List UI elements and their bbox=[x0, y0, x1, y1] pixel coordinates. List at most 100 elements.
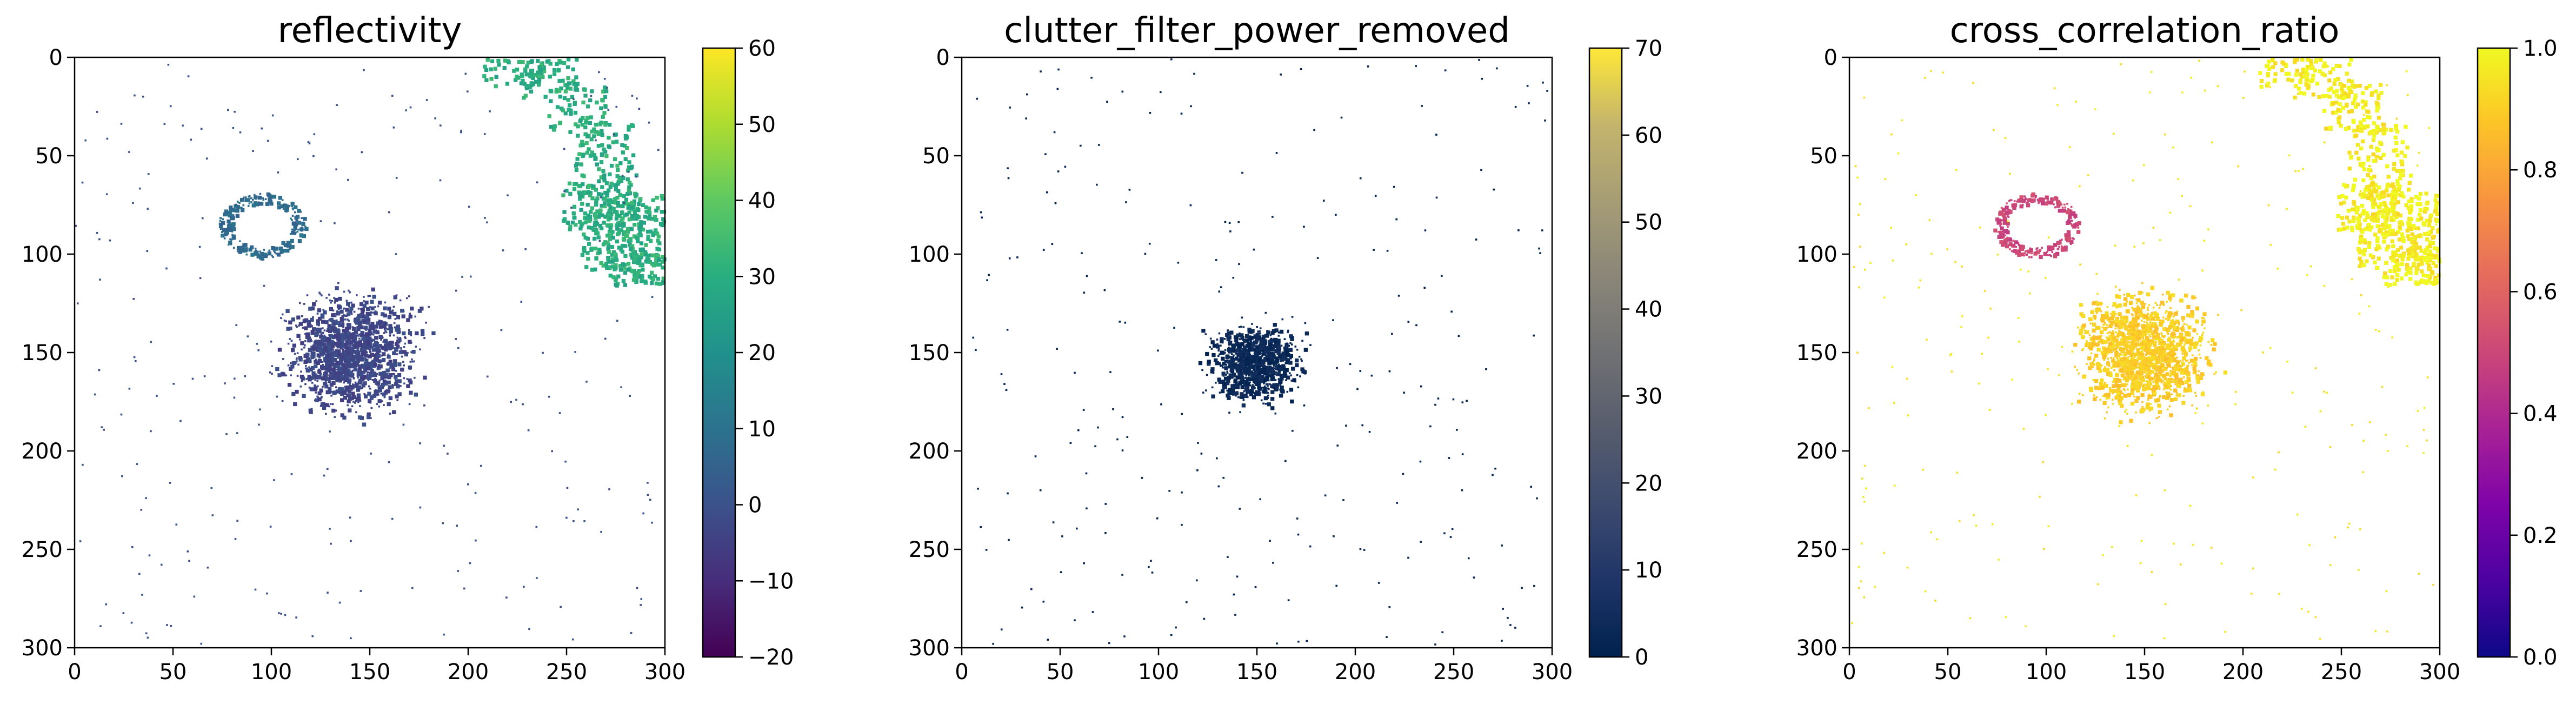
heatmap-cell bbox=[2130, 303, 2132, 305]
heatmap-cell bbox=[343, 396, 348, 400]
heatmap-cell bbox=[630, 256, 635, 260]
heatmap-cell bbox=[2172, 345, 2176, 349]
heatmap-cell bbox=[1000, 628, 1003, 630]
heatmap-cell bbox=[353, 310, 356, 313]
heatmap-cell bbox=[1232, 368, 1234, 370]
heatmap-cell bbox=[2140, 393, 2145, 397]
heatmap-cell bbox=[1234, 614, 1236, 616]
heatmap-cell bbox=[1260, 399, 1263, 402]
heatmap-cell bbox=[2196, 407, 2198, 410]
heatmap-cell bbox=[1255, 346, 1260, 350]
heatmap-cell bbox=[403, 346, 405, 348]
heatmap-cell bbox=[236, 250, 239, 253]
heatmap-cell bbox=[323, 357, 328, 361]
heatmap-cell bbox=[558, 121, 563, 125]
heatmap-cell bbox=[440, 124, 442, 127]
heatmap-cell bbox=[419, 348, 421, 350]
heatmap-cell bbox=[378, 386, 382, 391]
heatmap-cell bbox=[623, 254, 628, 258]
heatmap-cell bbox=[336, 371, 340, 375]
heatmap-cell bbox=[414, 393, 418, 397]
heatmap-cell bbox=[1285, 379, 1287, 381]
heatmap-cell bbox=[2147, 309, 2149, 311]
heatmap-cell bbox=[230, 238, 232, 241]
heatmap-cell bbox=[1226, 393, 1230, 398]
heatmap-cell bbox=[389, 330, 391, 333]
panel-title: reflectivity bbox=[278, 11, 462, 51]
heatmap-cell bbox=[1262, 402, 1264, 405]
heatmap-cell bbox=[372, 394, 377, 398]
heatmap-cell bbox=[351, 357, 356, 362]
heatmap-cell bbox=[604, 181, 609, 185]
heatmap-cell bbox=[105, 603, 108, 606]
heatmap-cell bbox=[423, 375, 427, 380]
heatmap-cell bbox=[1323, 200, 1325, 202]
heatmap-cell bbox=[2088, 317, 2093, 322]
heatmap-cell bbox=[331, 300, 334, 302]
heatmap-cell bbox=[548, 395, 550, 398]
heatmap-cell bbox=[257, 201, 260, 204]
heatmap-cell bbox=[2154, 326, 2159, 330]
heatmap-cell bbox=[289, 338, 291, 340]
heatmap-cell bbox=[641, 247, 645, 251]
heatmap-cell bbox=[2135, 395, 2138, 398]
heatmap-cell bbox=[1273, 364, 1275, 367]
heatmap-cell bbox=[376, 344, 380, 349]
heatmap-cell bbox=[340, 387, 345, 391]
heatmap-cell bbox=[268, 200, 272, 204]
heatmap-cell bbox=[1279, 384, 1281, 387]
heatmap-cell bbox=[227, 224, 231, 229]
heatmap-cell bbox=[2143, 409, 2146, 411]
heatmap-cell bbox=[383, 313, 387, 318]
heatmap-cell bbox=[2100, 310, 2102, 313]
heatmap-cell bbox=[269, 526, 272, 528]
heatmap-cell bbox=[230, 214, 235, 218]
heatmap-cell bbox=[135, 360, 137, 362]
heatmap-cell bbox=[303, 360, 308, 364]
heatmap-cell bbox=[304, 333, 307, 335]
heatmap-cell bbox=[1286, 342, 1288, 345]
heatmap-cell bbox=[387, 344, 391, 348]
heatmap-cell bbox=[394, 318, 397, 320]
heatmap-cell bbox=[1267, 385, 1269, 387]
heatmap-cell bbox=[608, 274, 613, 278]
heatmap-cell bbox=[254, 195, 258, 200]
heatmap-cell bbox=[402, 423, 405, 426]
heatmap-cell bbox=[404, 336, 406, 338]
heatmap-cell bbox=[1239, 338, 1241, 341]
heatmap-cell bbox=[1141, 477, 1143, 479]
heatmap-cell bbox=[1269, 361, 1273, 365]
heatmap-cell bbox=[341, 315, 343, 317]
heatmap-cell bbox=[310, 347, 312, 350]
heatmap-cell bbox=[306, 294, 309, 296]
heatmap-cell bbox=[624, 212, 629, 217]
heatmap-cell bbox=[2199, 336, 2201, 338]
heatmap-cell bbox=[592, 134, 596, 138]
heatmap-cell bbox=[589, 115, 593, 119]
heatmap-cell bbox=[227, 219, 231, 224]
heatmap-cell bbox=[1250, 349, 1253, 351]
heatmap-cell bbox=[304, 367, 307, 370]
heatmap-cell bbox=[297, 228, 299, 231]
heatmap-cell bbox=[309, 361, 311, 363]
heatmap-cell bbox=[349, 307, 354, 311]
heatmap-cell bbox=[634, 278, 638, 282]
heatmap-cell bbox=[355, 362, 359, 367]
heatmap-cell bbox=[2141, 349, 2144, 351]
heatmap-cell bbox=[1279, 382, 1282, 385]
heatmap-cell bbox=[626, 168, 630, 172]
heatmap-cell bbox=[235, 203, 237, 206]
heatmap-cell bbox=[1441, 275, 1443, 277]
heatmap-cell bbox=[325, 355, 330, 360]
heatmap-cell bbox=[307, 375, 311, 379]
heatmap-cell bbox=[142, 95, 144, 98]
heatmap-cell bbox=[2145, 380, 2148, 382]
heatmap-cell bbox=[382, 324, 387, 329]
heatmap-cell bbox=[236, 432, 238, 434]
heatmap-cell bbox=[288, 245, 291, 248]
heatmap-cell bbox=[295, 215, 300, 219]
heatmap-cell bbox=[628, 243, 633, 247]
heatmap-cell bbox=[1267, 387, 1269, 390]
heatmap-cell bbox=[361, 151, 363, 154]
heatmap-cell bbox=[2187, 387, 2189, 389]
